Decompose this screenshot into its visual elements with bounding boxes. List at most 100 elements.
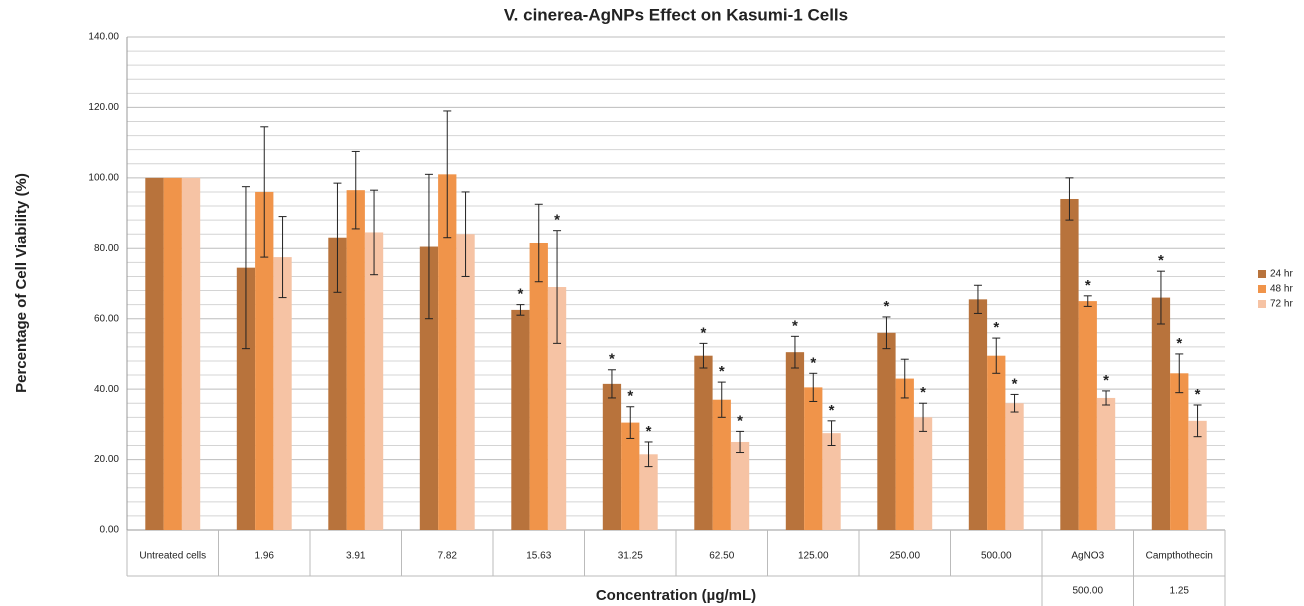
error-bar xyxy=(900,358,909,399)
error-bar xyxy=(827,420,836,446)
bar xyxy=(877,332,896,530)
significance-mark: * xyxy=(810,354,816,371)
significance-mark: * xyxy=(518,286,524,303)
error-bar xyxy=(644,441,653,468)
bar xyxy=(913,417,933,530)
error-bar xyxy=(1102,390,1111,406)
error-bar xyxy=(260,126,269,258)
bar xyxy=(145,177,164,530)
error-bar xyxy=(1083,295,1092,307)
y-tick-label: 100.00 xyxy=(88,172,119,183)
legend-label: 24 hr xyxy=(1270,269,1293,280)
bar xyxy=(255,191,274,530)
error-bar xyxy=(919,402,928,432)
error-bar xyxy=(809,372,818,402)
bar xyxy=(1096,397,1116,530)
significance-mark: * xyxy=(1012,375,1018,392)
significance-mark: * xyxy=(1176,335,1182,352)
significance-mark: * xyxy=(554,212,560,229)
x-tick-label: 31.25 xyxy=(618,551,643,562)
y-tick-label: 140.00 xyxy=(88,32,119,43)
error-bar xyxy=(790,335,799,369)
error-bar xyxy=(1193,404,1202,438)
significance-mark: * xyxy=(792,317,798,334)
bar xyxy=(236,267,256,530)
error-bar xyxy=(333,182,342,293)
significance-mark: * xyxy=(1085,277,1091,294)
error-bar xyxy=(626,406,635,439)
bar xyxy=(1060,198,1079,530)
significance-mark: * xyxy=(627,388,633,405)
bar xyxy=(364,232,384,531)
error-bar xyxy=(1175,353,1184,394)
y-tick-label: 120.00 xyxy=(88,102,119,113)
error-bar xyxy=(992,337,1001,374)
legend-label: 72 hr xyxy=(1270,299,1293,310)
error-bar xyxy=(1156,270,1165,325)
bar xyxy=(346,190,365,531)
x-tick-sublabel: 1.25 xyxy=(1170,586,1190,597)
bar xyxy=(419,246,439,530)
error-bar xyxy=(241,186,250,350)
x-tick-label: 1.96 xyxy=(255,551,275,562)
bar xyxy=(694,355,713,530)
significance-mark: * xyxy=(701,324,707,341)
legend-swatch xyxy=(1258,300,1266,308)
error-bar xyxy=(370,189,379,276)
error-bar xyxy=(1010,393,1019,413)
bar xyxy=(273,257,292,530)
bar xyxy=(785,352,805,530)
significance-mark: * xyxy=(737,412,743,429)
error-bar xyxy=(607,369,616,399)
bar xyxy=(547,287,567,530)
significance-mark: * xyxy=(646,423,652,440)
significance-mark: * xyxy=(1158,252,1164,269)
x-tick-label: AgNO3 xyxy=(1071,551,1104,562)
legend-label: 48 hr xyxy=(1270,284,1293,295)
bar xyxy=(968,299,988,530)
error-bar xyxy=(461,191,470,277)
bar xyxy=(602,383,622,530)
x-axis-title: Concentration (µg/mL) xyxy=(596,587,756,604)
x-tick-label: Campthothecin xyxy=(1146,551,1213,562)
error-bar xyxy=(973,284,982,314)
x-tick-label: 125.00 xyxy=(798,551,829,562)
bar xyxy=(804,387,823,530)
y-tick-label: 0.00 xyxy=(100,525,120,536)
error-bar xyxy=(443,110,452,239)
bar xyxy=(181,177,201,530)
bar xyxy=(730,441,750,530)
error-bar xyxy=(736,430,745,454)
bar xyxy=(822,433,841,530)
error-bar xyxy=(516,304,525,316)
bar xyxy=(712,399,731,530)
x-tick-label: 250.00 xyxy=(889,551,920,562)
error-bar xyxy=(351,150,360,230)
error-bar xyxy=(717,381,726,418)
significance-mark: * xyxy=(884,298,890,315)
x-tick-label: 15.63 xyxy=(526,551,551,562)
bar xyxy=(456,234,475,530)
bar xyxy=(328,237,347,530)
significance-mark: * xyxy=(719,363,725,380)
error-bar xyxy=(278,216,287,299)
bar xyxy=(895,378,914,530)
error-bar xyxy=(553,230,562,344)
y-tick-label: 60.00 xyxy=(94,313,119,324)
bar xyxy=(511,309,530,530)
error-bar xyxy=(534,203,543,283)
bar xyxy=(621,422,640,530)
y-tick-label: 80.00 xyxy=(94,243,119,254)
chart-title: V. cinerea-AgNPs Effect on Kasumi-1 Cell… xyxy=(504,5,848,24)
error-bar xyxy=(424,173,433,320)
error-bar xyxy=(1065,177,1074,221)
significance-mark: * xyxy=(1103,372,1109,389)
y-axis-title: Percentage of Cell Viability (%) xyxy=(13,173,30,393)
significance-mark: * xyxy=(829,402,835,419)
x-tick-sublabel: 500.00 xyxy=(1072,586,1103,597)
y-tick-label: 40.00 xyxy=(94,384,119,395)
bar xyxy=(987,355,1006,530)
legend-swatch xyxy=(1258,270,1266,278)
error-bar xyxy=(699,342,708,369)
